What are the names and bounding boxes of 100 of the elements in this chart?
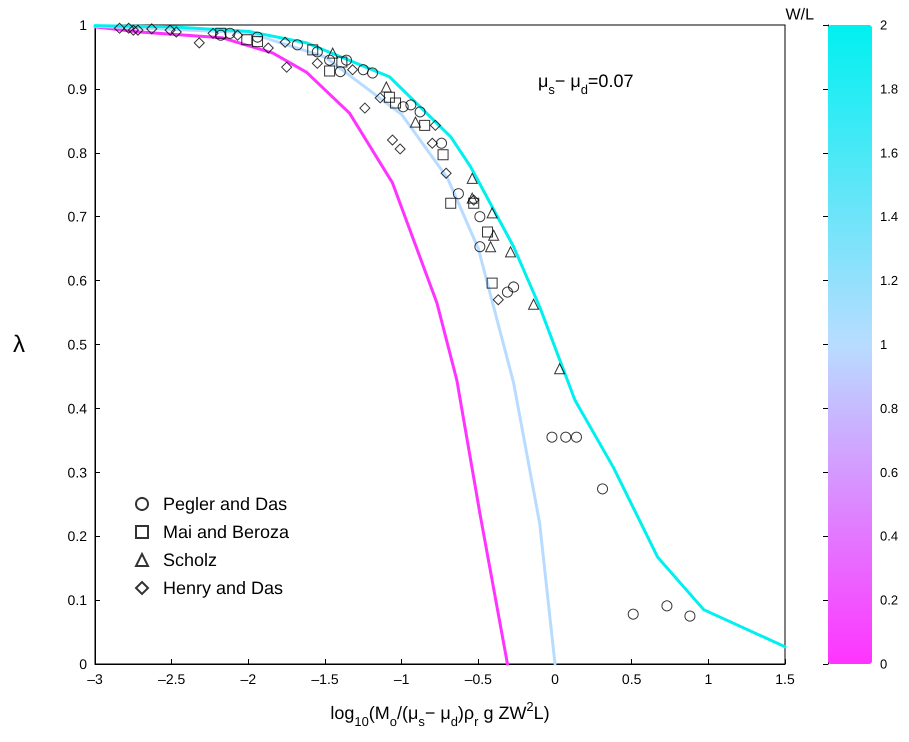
- color-bar-label: 0.4: [880, 528, 898, 544]
- point: [327, 48, 338, 59]
- y-tick-label: 0: [79, 656, 88, 672]
- point: [194, 37, 205, 48]
- point: [123, 22, 134, 34]
- point: [488, 230, 500, 241]
- point: [252, 36, 264, 48]
- point: [170, 26, 182, 38]
- point: [128, 24, 139, 36]
- point: [570, 432, 582, 443]
- point: [241, 34, 252, 46]
- point: [486, 207, 498, 218]
- point: [224, 28, 236, 39]
- point: [132, 24, 144, 36]
- point: [436, 138, 448, 149]
- legend-label: Mai and Beroza: [163, 522, 290, 542]
- color-bar-label: 0: [880, 656, 888, 672]
- x-tick-label: –2: [240, 671, 256, 687]
- point: [492, 294, 504, 306]
- point: [684, 610, 696, 622]
- point: [410, 116, 421, 128]
- point: [440, 168, 452, 179]
- point: [262, 42, 274, 54]
- point: [386, 134, 398, 146]
- color-bar-label: 0.2: [880, 592, 898, 608]
- point: [398, 101, 409, 112]
- point: [430, 120, 441, 131]
- x-tick-label: –2.5: [158, 671, 186, 687]
- color-bar-label: 1.8: [880, 81, 898, 96]
- y-tick-label: 0.1: [68, 592, 88, 608]
- point: [307, 44, 318, 56]
- point: [445, 198, 456, 209]
- y-tick-label: 0.3: [68, 464, 88, 480]
- point: [359, 102, 370, 114]
- point: [312, 58, 323, 69]
- y-tick-label: 0.2: [68, 528, 88, 544]
- point: [281, 62, 292, 73]
- point: [347, 64, 358, 76]
- point: [438, 149, 449, 160]
- point: [474, 241, 486, 252]
- point: [164, 24, 176, 36]
- x-tick-label: 0.5: [622, 671, 642, 687]
- point: [312, 46, 323, 58]
- point: [252, 32, 264, 43]
- point: [528, 298, 540, 310]
- point: [597, 483, 608, 494]
- point: [208, 28, 219, 39]
- point: [336, 56, 348, 68]
- point: [485, 241, 496, 252]
- point: [232, 30, 244, 41]
- point: [502, 286, 513, 298]
- point: [419, 120, 430, 131]
- point: [324, 54, 336, 66]
- legend-label: Henry and Das: [163, 578, 284, 598]
- point: [367, 67, 378, 78]
- color-bar-label: 2: [880, 18, 888, 32]
- point: [374, 92, 386, 104]
- line-series: [94, 24, 786, 648]
- point: [292, 39, 303, 50]
- x-tick-label: –3: [87, 671, 103, 687]
- point: [505, 246, 516, 258]
- color-bar-label: 0.8: [880, 400, 898, 416]
- point: [358, 64, 369, 76]
- point: [414, 106, 426, 118]
- color-bar-title: W/L: [786, 6, 814, 24]
- point: [426, 138, 438, 149]
- point: [390, 97, 402, 108]
- point: [486, 278, 498, 289]
- point: [474, 211, 486, 222]
- point: [482, 226, 494, 238]
- x-tick-label: 1.5: [775, 671, 795, 687]
- point: [628, 608, 639, 620]
- point: [508, 281, 520, 292]
- point: [334, 66, 346, 78]
- point: [380, 81, 392, 92]
- legend-label: Pegler and Das: [163, 494, 288, 514]
- x-tick-label: 1: [704, 671, 712, 687]
- point: [466, 172, 478, 184]
- color-bar-label: 1: [880, 337, 888, 352]
- x-tick-label: –0.5: [464, 671, 492, 687]
- point: [114, 22, 126, 34]
- point: [405, 99, 416, 110]
- point: [546, 432, 558, 443]
- point: [340, 54, 352, 66]
- legend-label: Scholz: [163, 550, 218, 570]
- point: [384, 92, 395, 103]
- point: [452, 188, 464, 200]
- y-tick-label: 0.5: [68, 336, 88, 352]
- point: [560, 432, 572, 443]
- x-tick-label: –1.5: [311, 671, 339, 687]
- y-tick-label: 0.6: [68, 272, 88, 289]
- x-tick-label: –1: [394, 671, 410, 687]
- color-bar-label: 1.2: [880, 273, 898, 288]
- y-axis-title: λ: [13, 331, 25, 358]
- point: [324, 66, 336, 77]
- y-tick-label: 0.9: [68, 80, 88, 97]
- point: [661, 600, 672, 612]
- point: [280, 36, 291, 48]
- y-tick-label: 1: [79, 17, 88, 33]
- x-tick-label: 0: [551, 671, 560, 687]
